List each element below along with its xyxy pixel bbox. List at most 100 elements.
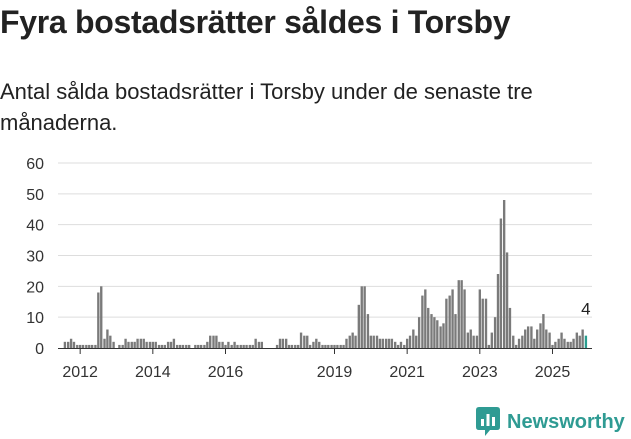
newsworthy-brand[interactable]: Newsworthy [476, 406, 625, 438]
bar [348, 335, 351, 348]
bar [127, 341, 130, 348]
bar [321, 344, 324, 348]
bar [224, 344, 227, 348]
bar [445, 298, 448, 348]
bar [78, 344, 82, 348]
bar [542, 314, 545, 348]
bar [390, 338, 394, 348]
bar [199, 344, 203, 348]
bar [218, 341, 221, 348]
bar [160, 344, 164, 348]
bar [427, 307, 430, 348]
bar [384, 338, 388, 348]
bar [442, 323, 445, 348]
bar [254, 338, 257, 348]
bar [306, 335, 309, 348]
bar [85, 344, 88, 348]
bar [203, 344, 206, 348]
bar [569, 341, 572, 348]
bar [530, 326, 533, 348]
bar [466, 332, 470, 348]
bar [475, 335, 479, 348]
bar [502, 200, 506, 348]
bar [433, 317, 436, 348]
bar [230, 344, 233, 348]
highlight-bar [584, 335, 588, 348]
bar [148, 341, 152, 348]
bar [412, 329, 415, 348]
bar [430, 314, 433, 348]
bar [206, 341, 209, 348]
bar [366, 314, 370, 348]
bar [560, 332, 563, 348]
bar [417, 317, 421, 348]
bar [354, 335, 357, 348]
chart-subtitle: Antal sålda bostadsrätter i Torsby under… [0, 79, 533, 135]
bar [139, 338, 143, 348]
highlight-value-label: 4 [581, 300, 590, 319]
bar [436, 320, 439, 348]
bar [557, 338, 560, 348]
bar [227, 341, 230, 348]
bar [403, 344, 406, 348]
bar [133, 341, 136, 348]
bar [460, 280, 463, 348]
bar [287, 344, 291, 348]
bar [257, 341, 261, 348]
bar [121, 344, 124, 348]
bar [197, 344, 200, 348]
x-tick-label: 2012 [62, 364, 98, 381]
bar [536, 329, 539, 348]
bar [185, 344, 188, 348]
bar [81, 344, 85, 348]
x-tick-label: 2025 [535, 364, 571, 381]
bar [387, 338, 391, 348]
bar [457, 280, 460, 348]
bar [517, 338, 521, 348]
x-axis: 2012 2014 2016 2019 2021 2023 2025 [58, 348, 592, 381]
bar [342, 344, 345, 348]
bar [490, 332, 493, 348]
chart-annotations: 4 [581, 300, 590, 319]
bar [278, 338, 282, 348]
bar [421, 295, 424, 348]
bar [88, 344, 91, 348]
bar [72, 341, 76, 348]
bar [487, 344, 491, 348]
bar [221, 341, 224, 348]
bar [521, 335, 524, 348]
bar [493, 317, 497, 348]
bar [90, 344, 94, 348]
bar [69, 338, 73, 348]
bar [169, 341, 173, 348]
bar [563, 338, 566, 348]
bar [303, 335, 306, 348]
bar [181, 344, 185, 348]
bar [554, 341, 557, 348]
bar [118, 344, 121, 348]
bar [67, 341, 70, 348]
bar [260, 341, 264, 348]
bar [451, 289, 454, 348]
bar [97, 292, 100, 348]
chart-title: Fyra bostadsrätter såldes i Torsby [0, 4, 511, 40]
bar [333, 344, 336, 348]
bar [514, 344, 518, 348]
bar [242, 344, 245, 348]
bar [339, 344, 342, 348]
x-tick-label: 2016 [208, 364, 244, 381]
bar [212, 335, 215, 348]
chart-bars [63, 200, 588, 348]
bar [448, 295, 451, 348]
bar [439, 326, 442, 348]
bar [299, 332, 303, 348]
bar [551, 344, 554, 348]
bar [275, 344, 279, 348]
bar [533, 338, 536, 348]
bar [194, 344, 197, 348]
bar [499, 218, 503, 348]
bar [308, 344, 312, 348]
bar [330, 344, 333, 348]
bar [100, 286, 103, 348]
